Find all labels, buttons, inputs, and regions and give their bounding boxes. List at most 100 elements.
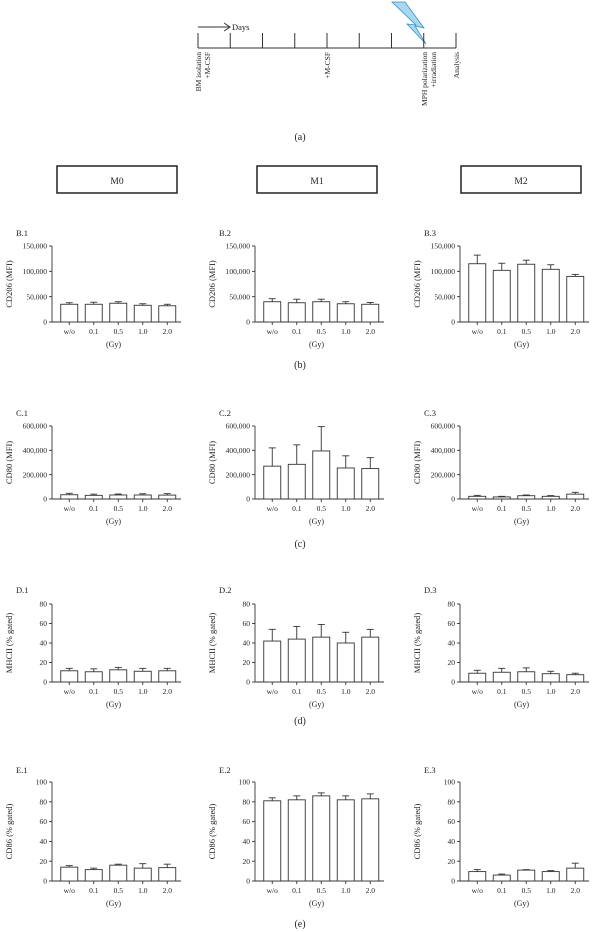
y-tick-label: 60	[448, 619, 456, 628]
x-tick-label: w/o	[267, 327, 279, 336]
timeline-schematic: Days BM isolation +M-CSF +M-CSF MPH polariz…	[194, 1, 461, 106]
bar	[84, 303, 103, 323]
header-label: M1	[310, 177, 323, 187]
chart-c-3: C.3 0 200,000 400,000 600,000 CD80 (MFI) w/o 0.…	[412, 408, 589, 526]
x-axis-label: (Gy)	[514, 899, 529, 908]
x-tick-label: w/o	[472, 886, 484, 895]
bar	[84, 494, 103, 500]
y-tick-label: 400,000	[431, 446, 456, 455]
x-tick-label: w/o	[64, 327, 76, 336]
bar	[566, 493, 585, 500]
y-tick-label: 100	[444, 778, 456, 787]
y-tick-label: 200,000	[23, 470, 48, 479]
timeline-event: MPH polarization +irradiation	[420, 52, 438, 106]
y-tick-label: 80	[243, 797, 251, 806]
bar	[84, 671, 103, 683]
x-tick-label: w/o	[267, 886, 279, 895]
bar	[109, 494, 128, 500]
x-axis-label: (Gy)	[106, 517, 121, 526]
bar	[158, 670, 177, 683]
bar	[133, 670, 152, 683]
x-tick-label: 2.0	[571, 327, 581, 336]
x-tick-label: 0.5	[317, 687, 327, 696]
y-tick-label: 80	[448, 600, 456, 609]
y-tick-label: 0	[451, 495, 455, 504]
x-tick-label: 2.0	[366, 504, 376, 513]
x-axis-label: (Gy)	[106, 700, 121, 709]
bar	[263, 465, 282, 500]
y-tick-label: 100,000	[431, 267, 456, 276]
bar	[492, 496, 511, 500]
x-axis-label: (Gy)	[309, 340, 324, 349]
x-tick-label: 2.0	[163, 504, 173, 513]
x-tick-label: 0.1	[497, 687, 507, 696]
bar	[158, 867, 177, 882]
bar	[566, 275, 585, 323]
x-tick-label: 1.0	[341, 327, 351, 336]
y-tick-label: 80	[448, 797, 456, 806]
panel-label: E.2	[219, 765, 231, 775]
bar	[158, 494, 177, 500]
y-tick-label: 40	[40, 639, 48, 648]
x-tick-label: 2.0	[163, 687, 173, 696]
y-tick-label: 0	[451, 678, 455, 687]
x-axis-label: (Gy)	[514, 517, 529, 526]
bar	[287, 638, 306, 683]
bar	[541, 495, 560, 500]
y-tick-label: 40	[243, 639, 251, 648]
x-tick-label: 1.0	[138, 886, 148, 895]
y-tick-label: 150,000	[23, 242, 48, 251]
y-tick-label: 600,000	[23, 422, 48, 431]
y-tick-label: 0	[451, 877, 455, 886]
y-tick-label: 0	[246, 318, 250, 327]
y-tick-label: 60	[243, 817, 251, 826]
x-tick-label: 0.5	[522, 504, 532, 513]
y-tick-label: 20	[243, 658, 251, 667]
chart-c-1: C.1 0 200,000 400,000 600,000 CD80 (MFI) w/o 0.…	[4, 408, 181, 526]
bar	[158, 305, 177, 323]
panel-label: E.3	[424, 765, 436, 775]
x-tick-label: 0.5	[317, 886, 327, 895]
header-box	[460, 165, 582, 194]
y-axis-label: CD80 (MFI)	[207, 441, 217, 484]
x-axis-label: (Gy)	[106, 899, 121, 908]
bar	[263, 640, 282, 683]
bar	[566, 674, 585, 683]
x-tick-label: w/o	[64, 687, 76, 696]
x-tick-label: 2.0	[571, 886, 581, 895]
bar	[312, 795, 331, 882]
y-tick-label: 20	[448, 857, 456, 866]
chart-c-2: C.2 0 200,000 400,000 600,000 CD80 (MFI) w/o 0.…	[207, 408, 384, 526]
bar	[361, 636, 380, 683]
chart-e-3: E.3 0 20 40 60 80 100 CD86 (% gated) w/o 0.1 0.5 1.…	[412, 765, 589, 908]
bar	[60, 303, 79, 323]
x-tick-label: 1.0	[546, 504, 556, 513]
y-tick-label: 100,000	[226, 267, 251, 276]
timeline-days-label: Days	[232, 22, 249, 32]
bar	[109, 302, 128, 323]
x-tick-label: w/o	[472, 687, 484, 696]
y-axis-label: MHCII (% gated)	[4, 613, 14, 674]
bar	[109, 669, 128, 683]
y-tick-label: 0	[246, 877, 250, 886]
bar	[133, 494, 152, 500]
y-tick-label: 80	[40, 600, 48, 609]
bar	[468, 871, 487, 882]
x-tick-label: 0.5	[114, 687, 124, 696]
x-tick-label: 0.1	[292, 886, 302, 895]
bar	[287, 799, 306, 882]
header-label: M0	[110, 177, 123, 187]
y-tick-label: 100	[239, 778, 251, 787]
bar	[263, 800, 282, 882]
chart-d-1: D.1 0 20 40 60 80 MHCII (% gated) w/o 0.1 0.5 1.0 2…	[4, 585, 181, 709]
bar	[287, 463, 306, 500]
y-axis-label: CD206 (MFI)	[4, 260, 14, 308]
x-tick-label: 0.5	[114, 504, 124, 513]
x-tick-label: 0.5	[522, 886, 532, 895]
chart-d-3: D.3 0 20 40 60 80 MHCII (% gated) w/o 0.1 0.5 1.0 2…	[412, 585, 589, 709]
bar	[133, 304, 152, 323]
timeline-event-label: MPH polarization	[420, 52, 429, 106]
x-tick-label: 2.0	[571, 504, 581, 513]
x-tick-label: 0.1	[497, 886, 507, 895]
